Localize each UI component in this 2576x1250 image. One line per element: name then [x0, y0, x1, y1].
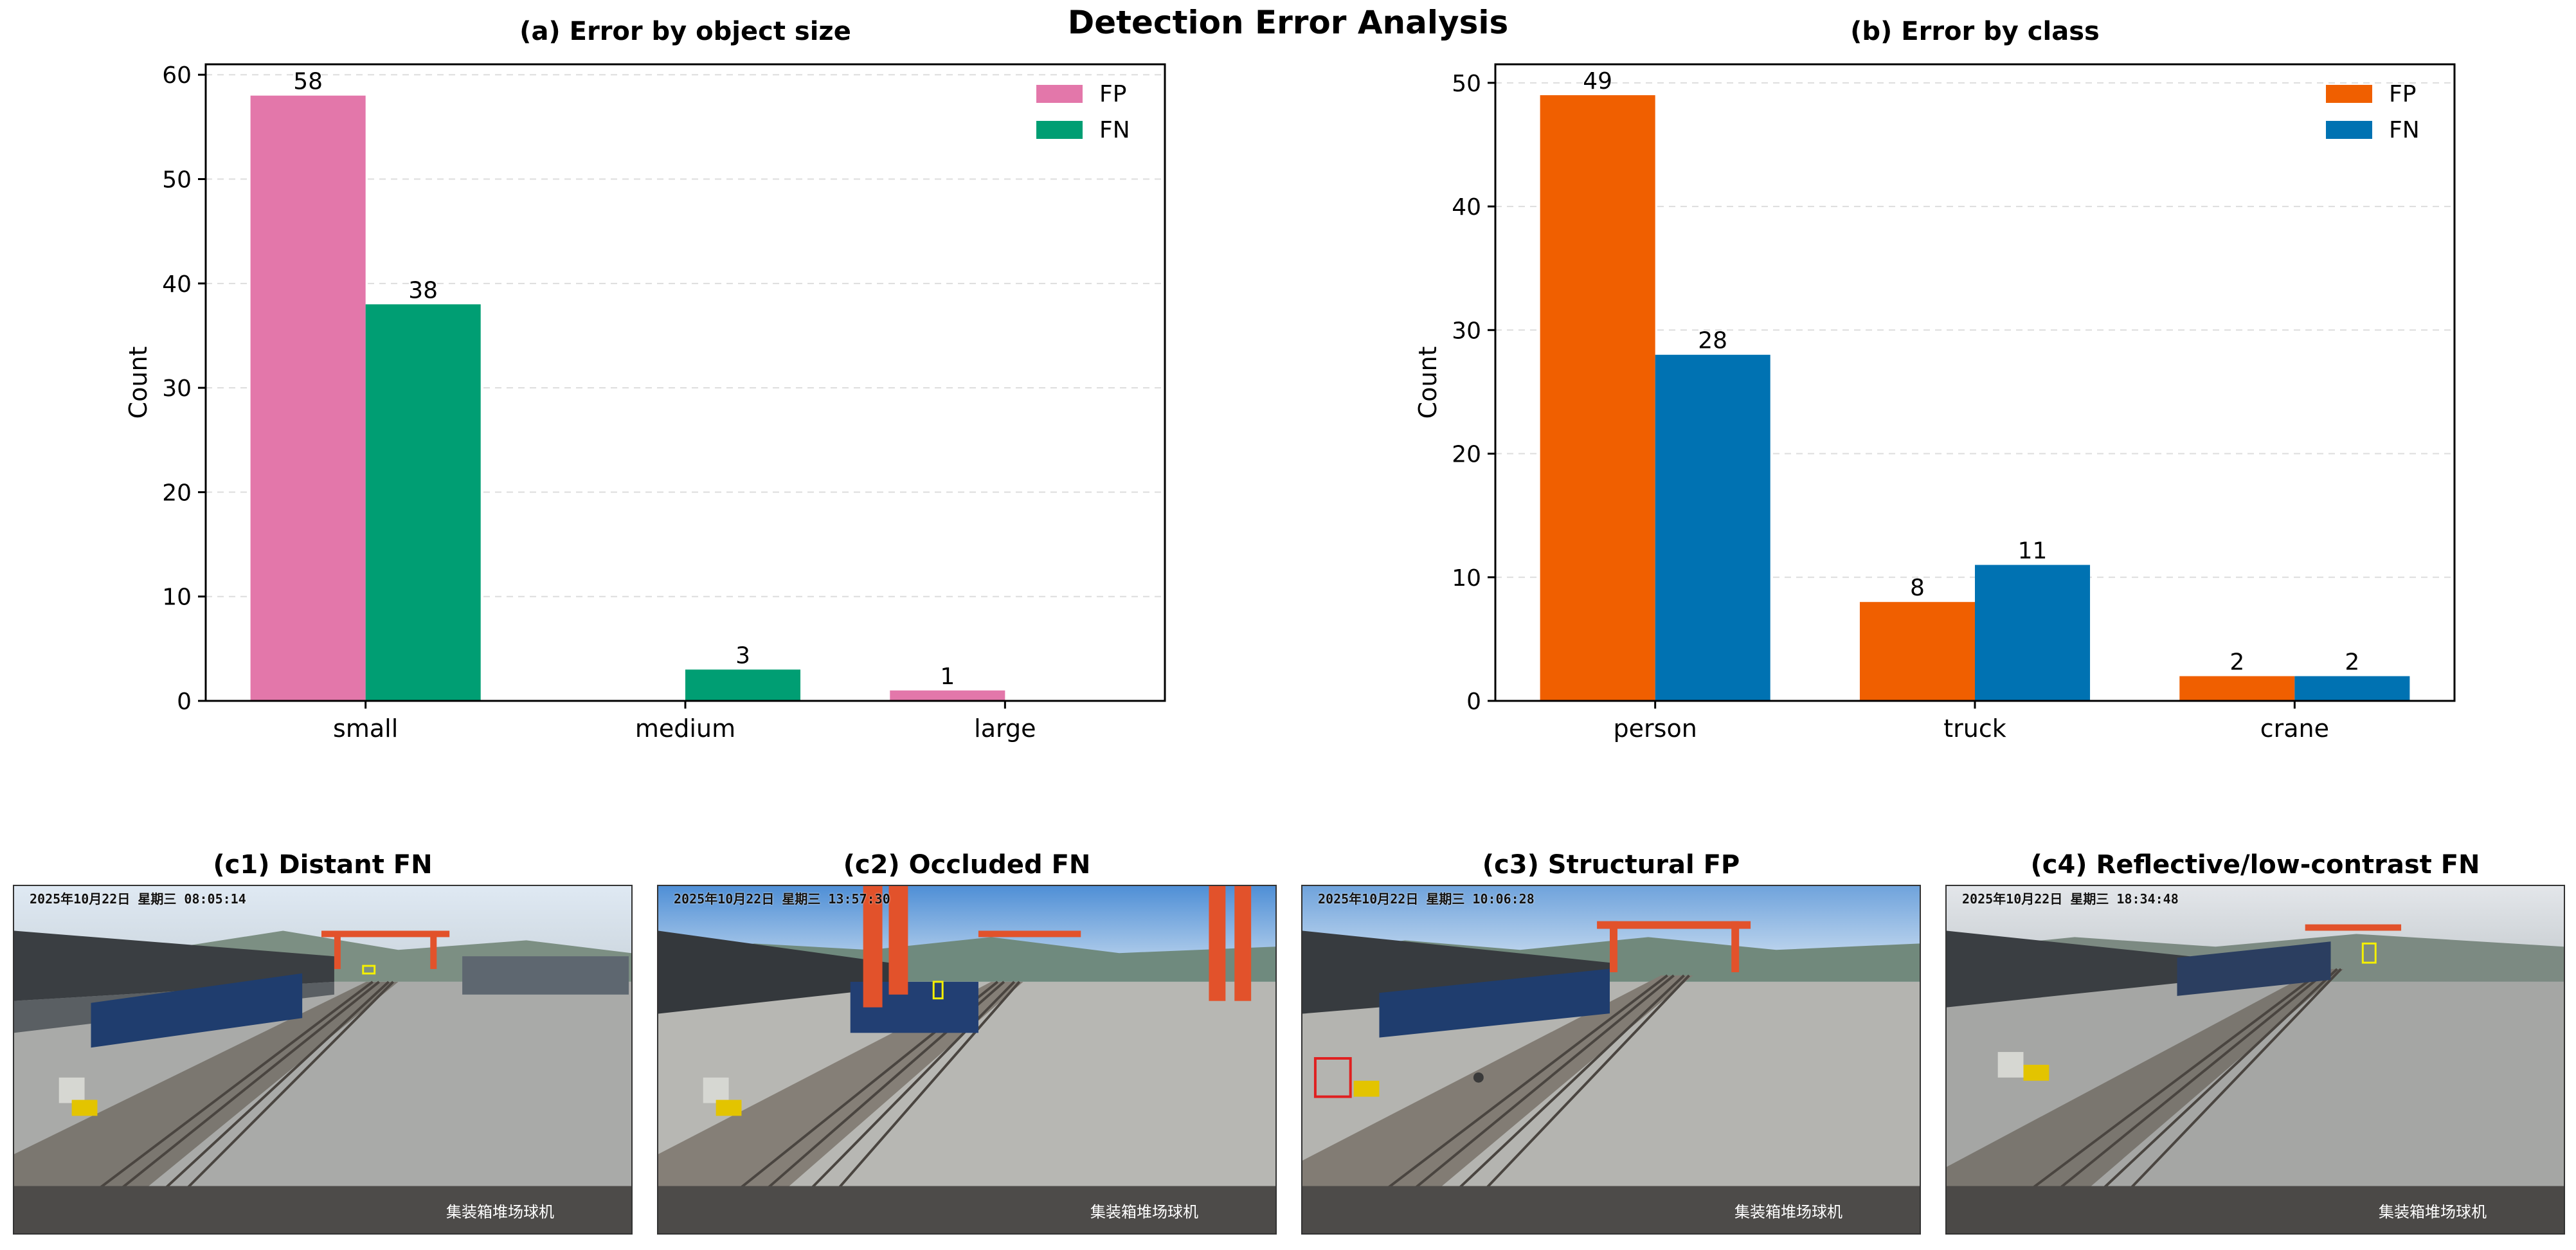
y-axis-label: Count — [1414, 347, 1442, 419]
y-tick-label: 10 — [162, 584, 192, 611]
y-tick-label: 60 — [162, 62, 192, 89]
bar-fn-truck — [1975, 565, 2091, 701]
x-tick-label: large — [974, 714, 1036, 743]
chart-panel-a — [198, 63, 1166, 709]
bar-fp-small — [250, 95, 366, 701]
bar-fn-small — [365, 304, 481, 701]
bar-value-label: 58 — [293, 69, 323, 95]
chart-title: (a) Error by object size — [519, 17, 851, 46]
photo-c3-structural-fp: 2025年10月22日 星期三 10:06:28 集装箱堆场球机 — [1301, 885, 1921, 1235]
x-tick-label: crane — [2260, 714, 2329, 743]
x-tick-label: small — [333, 714, 398, 743]
photo-timestamp: 2025年10月22日 星期三 08:05:14 — [30, 891, 246, 907]
bar-fp-truck — [1859, 602, 1975, 701]
photo-watermark: 集装箱堆场球机 — [446, 1203, 554, 1221]
legend-swatch-fp — [2326, 85, 2372, 103]
y-tick-label: 10 — [1452, 565, 1481, 592]
bar-value-label: 38 — [408, 277, 438, 303]
photo-c4-reflective-fn: 2025年10月22日 星期三 18:34:48 集装箱堆场球机 — [1945, 885, 2565, 1235]
legend-label-fp: FP — [1099, 81, 1126, 107]
bar-value-label: 3 — [735, 642, 750, 669]
y-tick-label: 40 — [1452, 194, 1481, 221]
photo-title-c2: (c2) Occluded FN — [843, 850, 1091, 880]
yard-scene-image — [1302, 886, 1920, 1233]
y-tick-label: 20 — [1452, 442, 1481, 468]
chart-panel-b — [1488, 63, 2456, 709]
y-axis-label: Count — [124, 347, 152, 419]
photo-c1-distant-fn: 2025年10月22日 星期三 08:05:14 集装箱堆场球机 — [13, 885, 633, 1235]
bar-fp-person — [1540, 95, 1655, 702]
x-tick-label: person — [1614, 714, 1697, 743]
figure-title: Detection Error Analysis — [1067, 4, 1509, 41]
bar-value-label: 28 — [1698, 328, 1727, 354]
bar-value-label: 2 — [2345, 649, 2359, 676]
bar-value-label: 11 — [2018, 538, 2048, 565]
bar-value-label: 1 — [940, 664, 955, 690]
bar-fn-person — [1655, 354, 1770, 701]
y-tick-label: 50 — [1452, 71, 1481, 97]
y-tick-label: 0 — [177, 689, 192, 715]
photo-title-c3: (c3) Structural FP — [1482, 850, 1740, 880]
bar-fn-crane — [2294, 676, 2410, 701]
photo-watermark: 集装箱堆场球机 — [1734, 1203, 1842, 1221]
legend-label-fn: FN — [2389, 117, 2420, 143]
legend-label-fn: FN — [1099, 117, 1130, 143]
y-tick-label: 0 — [1466, 689, 1481, 715]
photo-watermark: 集装箱堆场球机 — [1090, 1203, 1198, 1221]
yard-scene-image — [1947, 886, 2564, 1233]
y-tick-label: 30 — [162, 376, 192, 402]
chart-title: (b) Error by class — [1850, 17, 2100, 46]
bar-fp-crane — [2179, 676, 2295, 701]
bar-fp-large — [890, 690, 1005, 701]
photo-timestamp: 2025年10月22日 星期三 13:57:30 — [674, 891, 890, 907]
bar-value-label: 8 — [1910, 575, 1925, 601]
photo-title-c4: (c4) Reflective/low-contrast FN — [2030, 850, 2480, 880]
x-tick-label: medium — [635, 714, 735, 743]
legend-swatch-fn — [1036, 121, 1083, 139]
y-tick-label: 30 — [1452, 318, 1481, 344]
bar-fn-medium — [685, 669, 801, 701]
y-tick-label: 20 — [162, 480, 192, 506]
y-tick-label: 50 — [162, 167, 192, 194]
yard-scene-image — [14, 886, 631, 1233]
photo-c2-occluded-fn: 2025年10月22日 星期三 13:57:30 集装箱堆场球机 — [657, 885, 1277, 1235]
bar-value-label: 2 — [2229, 649, 2244, 676]
legend-swatch-fp — [1036, 85, 1083, 103]
bar-value-label: 49 — [1583, 68, 1612, 95]
x-tick-label: truck — [1943, 714, 2006, 743]
photo-title-c1: (c1) Distant FN — [213, 850, 433, 880]
legend-swatch-fn — [2326, 121, 2372, 139]
legend-label-fp: FP — [2389, 81, 2416, 107]
photo-watermark: 集装箱堆场球机 — [2379, 1203, 2487, 1221]
photo-timestamp: 2025年10月22日 星期三 10:06:28 — [1318, 891, 1535, 907]
photo-timestamp: 2025年10月22日 星期三 18:34:48 — [1962, 891, 2179, 907]
yard-scene-image — [658, 886, 1275, 1233]
y-tick-label: 40 — [162, 271, 192, 298]
